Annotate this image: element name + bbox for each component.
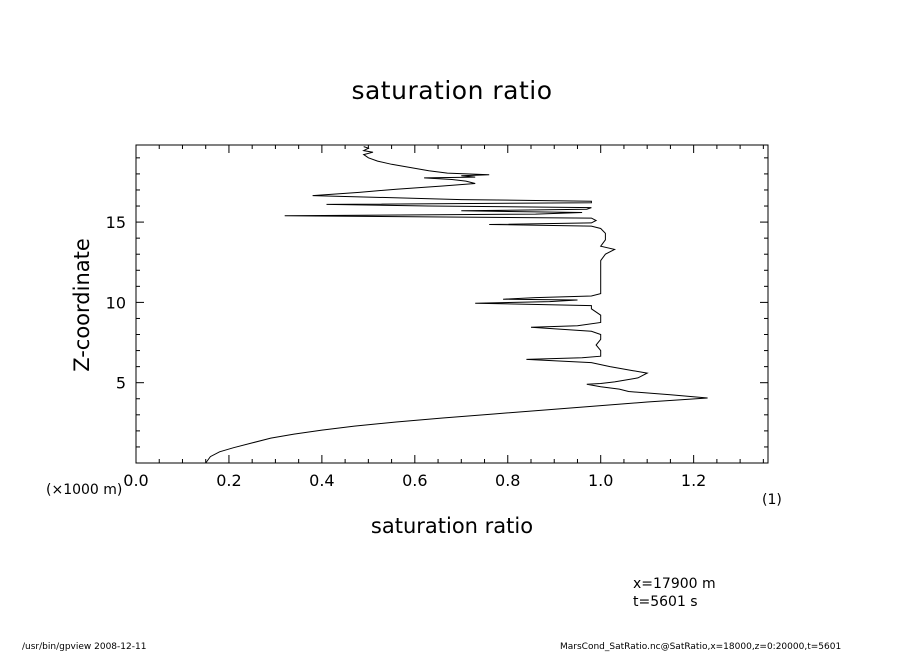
position-annotation: x=17900 m — [633, 576, 716, 592]
x-tick-label: 0.2 — [216, 471, 241, 490]
axes-layer: 0.0 0.2 0.4 0.6 0.8 1.0 1.2 5 10 15 — [106, 144, 769, 490]
x-tick-label: 0.6 — [402, 471, 427, 490]
x-axis-unit: (1) — [762, 492, 782, 508]
chart-title: saturation ratio — [351, 76, 553, 105]
y-tick-label: 10 — [106, 293, 126, 312]
y-tick-label: 15 — [106, 213, 126, 232]
y-tick-label: 5 — [116, 374, 126, 393]
x-tick-label: 1.2 — [681, 471, 706, 490]
time-annotation: t=5601 s — [633, 594, 698, 610]
footer-source: MarsCond_SatRatio.nc@SatRatio,x=18000,z=… — [560, 642, 842, 652]
plot-frame — [135, 144, 769, 464]
x-tick-label: 1.0 — [588, 471, 613, 490]
footer-command: /usr/bin/gpview 2008-12-11 — [22, 642, 147, 652]
x-tick-label: 0.0 — [123, 471, 148, 490]
y-axis-label: Z-coordinate — [70, 238, 94, 372]
x-tick-label: 0.8 — [495, 471, 520, 490]
y-axis-unit: (×1000 m) — [46, 482, 123, 498]
series-layer — [205, 146, 708, 464]
x-tick-label: 0.4 — [309, 471, 334, 490]
series-line-0 — [205, 146, 708, 464]
x-axis-label: saturation ratio — [370, 514, 534, 538]
